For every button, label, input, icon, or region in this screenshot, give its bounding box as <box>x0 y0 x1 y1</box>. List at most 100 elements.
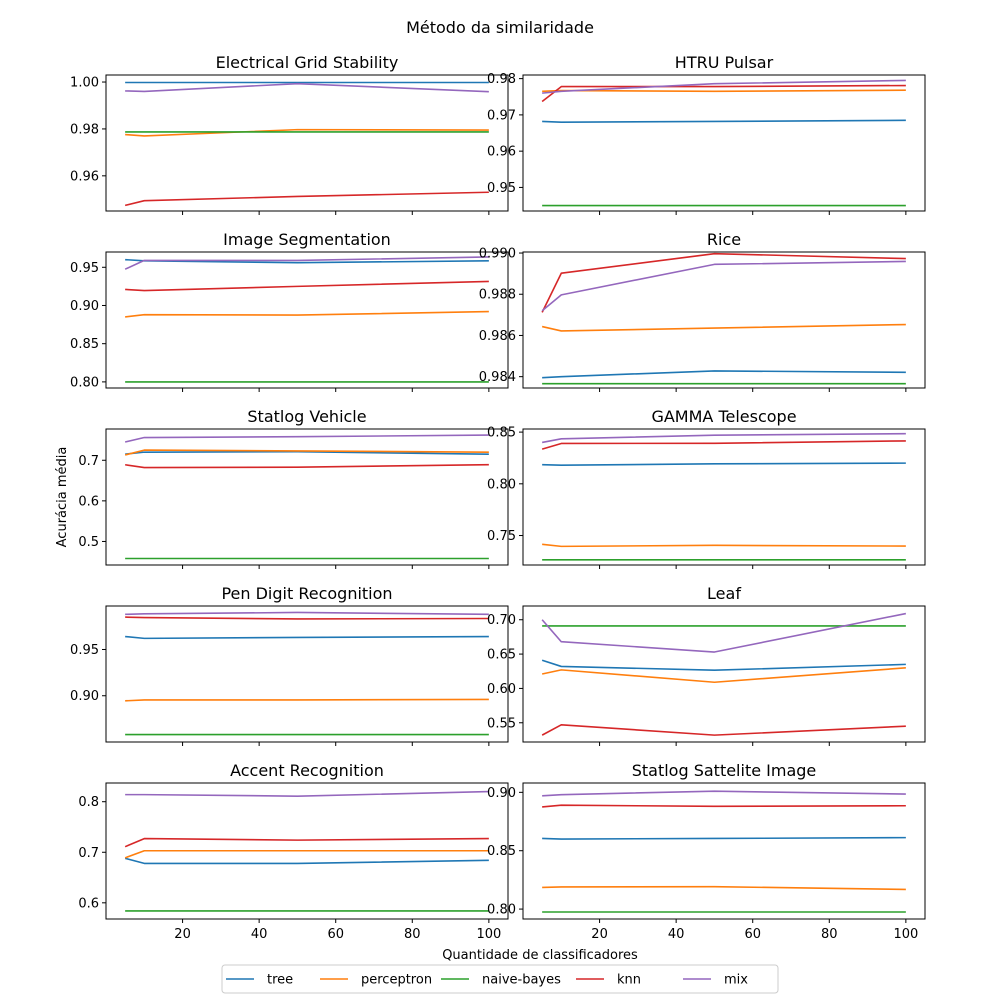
axes-frame <box>522 782 926 920</box>
subplot-leaf: Leaf 0.55 0.60 0.65 0.70 <box>487 584 926 746</box>
subplot-statlog-vehicle: Statlog Vehicle 0.5 0.6 0.7 <box>78 407 509 569</box>
subplot-rice: Rice 0.984 0.986 0.988 0.990 <box>479 230 926 392</box>
y-tick-label: 0.6 <box>78 896 99 911</box>
series-line-knn <box>125 463 489 469</box>
series-line-tree <box>542 836 906 840</box>
subplot-title: Image Segmentation <box>223 230 391 249</box>
series-line-perceptron <box>124 449 489 456</box>
y-tick-label: 0.8 <box>78 795 99 810</box>
y-tick-label: 0.95 <box>487 181 516 196</box>
series-line-mix <box>125 611 489 616</box>
series-line-mix <box>541 260 906 312</box>
subplot-pen-digit-recognition: Pen Digit Recognition 0.90 0.95 <box>70 584 509 746</box>
series-line-tree <box>541 659 906 672</box>
y-tick-label: 0.95 <box>70 261 99 276</box>
y-tick-label: 0.80 <box>70 375 99 390</box>
y-tick-label: 0.80 <box>487 477 516 492</box>
subplot-htru-pulsar: HTRU Pulsar 0.95 0.96 0.97 0.98 <box>487 53 926 215</box>
subplot-title: HTRU Pulsar <box>675 53 774 72</box>
y-tick-label: 1.00 <box>70 76 99 91</box>
subplot-image-segmentation: Image Segmentation 0.80 0.85 0.90 0.95 <box>70 230 509 392</box>
series-line-tree <box>125 258 489 264</box>
series-line-perceptron <box>542 89 906 93</box>
series-line-perceptron <box>542 543 906 548</box>
y-tick-label: 0.65 <box>487 648 516 663</box>
series-line-tree <box>542 119 906 123</box>
series-line-perceptron <box>542 885 906 891</box>
y-tick-label: 0.96 <box>70 169 99 184</box>
y-tick-label: 0.7 <box>78 454 99 469</box>
y-axis-label: Acurácia média <box>55 447 70 548</box>
y-tick-label: 0.96 <box>487 145 516 160</box>
axes-frame <box>522 605 926 743</box>
series-line-knn <box>541 724 906 736</box>
series-line-tree <box>124 857 489 865</box>
series-line-mix <box>541 612 907 653</box>
subplot-electrical-grid-stability: Electrical Grid Stability 0.96 0.98 1.00 <box>70 53 509 215</box>
series-line-perceptron <box>125 128 489 137</box>
subplot-title: Leaf <box>707 584 741 603</box>
y-tick-label: 0.80 <box>487 903 516 918</box>
series-line-mix <box>541 432 906 444</box>
x-tick-label: 20 <box>591 927 608 942</box>
x-tick-label: 60 <box>744 927 761 942</box>
series-line-tree <box>542 370 906 379</box>
subplots: Electrical Grid Stability 0.96 0.98 1.00 HTR… <box>70 53 926 942</box>
y-tick-label: 0.85 <box>70 337 99 352</box>
series-line-perceptron <box>124 849 489 859</box>
series-line-mix <box>542 79 906 94</box>
y-tick-label: 0.98 <box>487 72 516 87</box>
y-tick-label: 0.60 <box>487 682 516 697</box>
series-line-perceptron <box>125 310 489 318</box>
series-line-perceptron <box>541 667 906 684</box>
axes-frame <box>522 428 926 566</box>
series-line-mix <box>124 256 489 270</box>
series-line-perceptron <box>125 698 489 702</box>
x-tick-label: 100 <box>893 927 918 942</box>
y-tick-label: 0.984 <box>479 370 516 385</box>
y-tick-label: 0.7 <box>78 846 99 861</box>
subplot-title: GAMMA Telescope <box>651 407 796 426</box>
y-tick-label: 0.55 <box>487 716 516 731</box>
y-tick-label: 0.986 <box>479 329 516 344</box>
subplot-title: Pen Digit Recognition <box>221 584 392 603</box>
x-tick-label: 100 <box>476 927 501 942</box>
y-tick-label: 0.75 <box>487 529 516 544</box>
series-line-knn <box>124 837 489 848</box>
series-line-knn <box>541 252 906 313</box>
axes-frame <box>105 605 509 743</box>
series-line-knn <box>541 84 906 103</box>
axes-frame <box>105 428 509 566</box>
axes-frame <box>105 251 509 389</box>
subplot-accent-recognition: Accent Recognition 0.6 0.7 0.8 20 40 60 80 100 <box>78 761 509 942</box>
x-tick-label: 80 <box>821 927 838 942</box>
series-line-knn <box>541 440 906 450</box>
subplot-title: Statlog Vehicle <box>247 407 366 426</box>
series-line-mix <box>125 790 489 797</box>
y-tick-label: 0.85 <box>487 426 516 441</box>
x-tick-label: 40 <box>251 927 268 942</box>
series-line-knn <box>542 804 906 808</box>
y-tick-label: 0.6 <box>78 494 99 509</box>
subplot-title: Accent Recognition <box>230 761 384 780</box>
axes-frame <box>522 251 926 389</box>
legend-label-mix: mix <box>724 973 748 988</box>
subplot-statlog-sattelite-image: Statlog Sattelite Image 0.80 0.85 0.90 20 40 6… <box>487 761 926 942</box>
axes-frame <box>522 74 926 212</box>
x-tick-label: 40 <box>668 927 685 942</box>
series-line-mix <box>542 790 906 797</box>
subplot-title: Rice <box>707 230 741 249</box>
legend-label-naive-bayes: naive-bayes <box>482 973 561 988</box>
y-tick-label: 0.97 <box>487 108 516 123</box>
series-line-mix <box>125 82 489 93</box>
y-tick-label: 0.988 <box>479 288 516 303</box>
series-line-tree <box>542 462 906 467</box>
x-tick-label: 80 <box>404 927 421 942</box>
subplot-gamma-telescope: GAMMA Telescope 0.75 0.80 0.85 <box>487 407 926 569</box>
x-tick-label: 20 <box>174 927 191 942</box>
legend-box <box>221 964 779 994</box>
y-tick-label: 0.85 <box>487 844 516 859</box>
series-line-knn <box>125 280 489 292</box>
